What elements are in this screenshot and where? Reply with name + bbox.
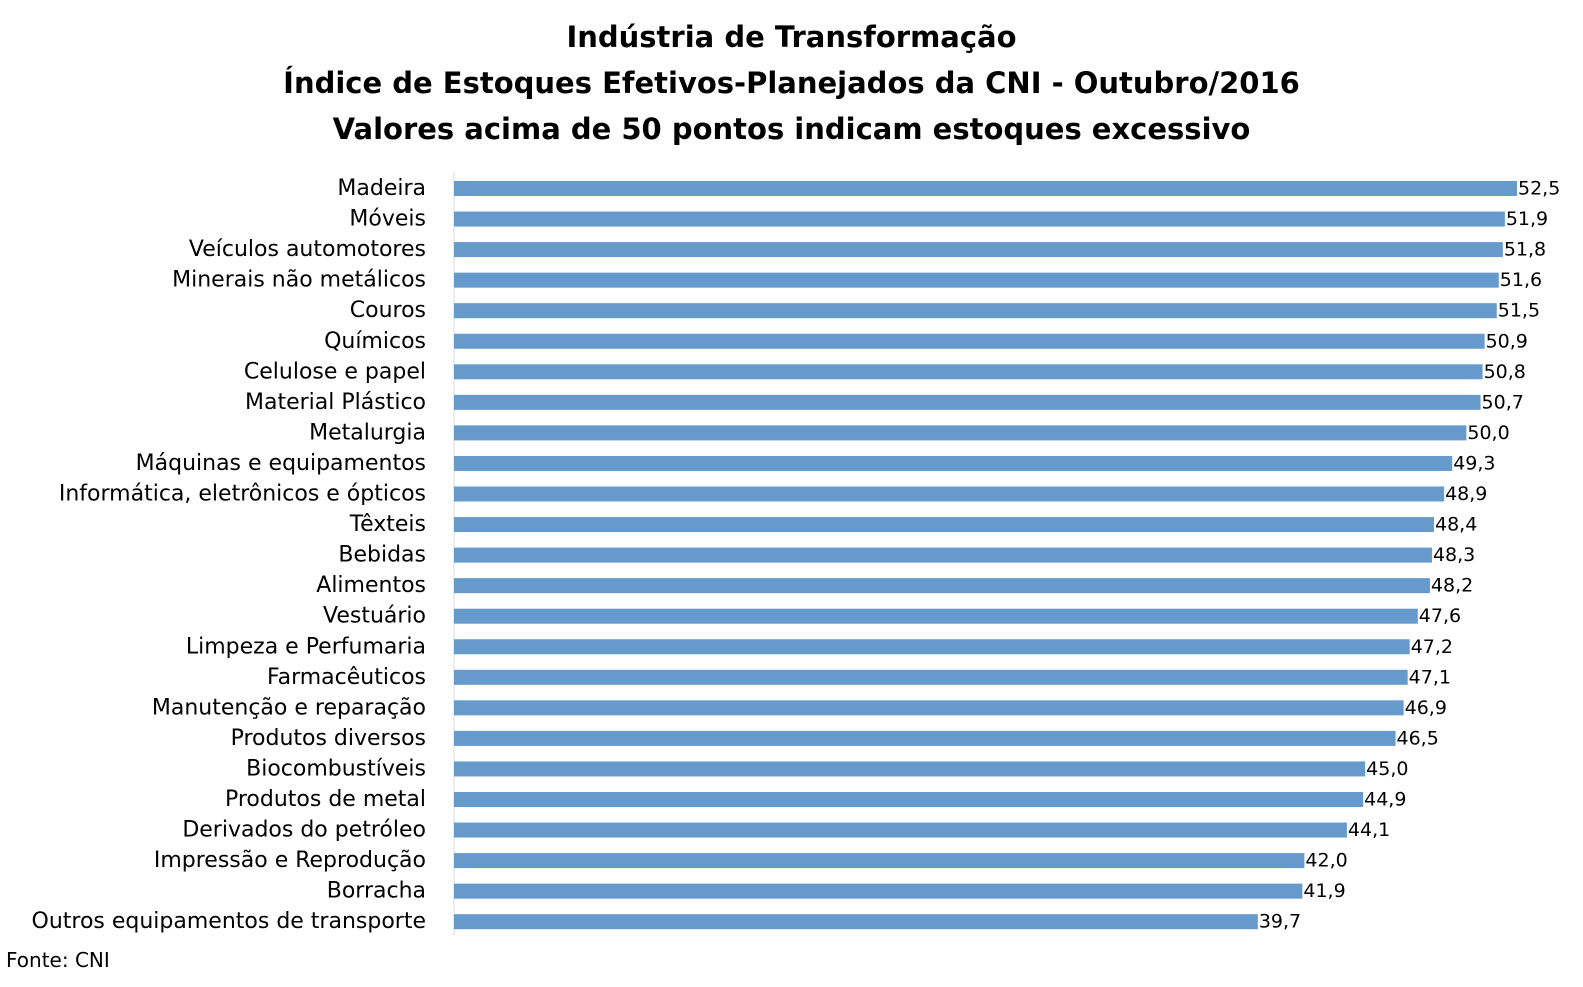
category-label: Veículos automotores: [189, 237, 426, 262]
bar: [454, 578, 1430, 594]
bar: [454, 242, 1503, 258]
category-label: Produtos diversos: [231, 726, 426, 751]
category-label: Máquinas e equipamentos: [136, 451, 426, 476]
bar: [454, 394, 1481, 410]
data-label: 48,3: [1433, 544, 1475, 566]
data-label: 48,2: [1431, 575, 1473, 597]
data-label: 48,4: [1435, 514, 1477, 536]
data-label: 52,5: [1518, 178, 1560, 200]
bar: [454, 517, 1434, 533]
category-label: Derivados do petróleo: [182, 818, 426, 843]
category-label: Minerais não metálicos: [172, 268, 426, 293]
bar: [454, 333, 1485, 349]
category-label: Celulose e papel: [244, 359, 426, 384]
category-label: Manutenção e reparação: [152, 695, 426, 720]
bar: [454, 669, 1408, 685]
category-label: Madeira: [337, 176, 426, 201]
bar: [454, 730, 1396, 746]
data-label: 44,1: [1348, 819, 1390, 841]
bar: [454, 364, 1483, 380]
data-label: 41,9: [1303, 880, 1345, 902]
source-note: Fonte: CNI: [6, 948, 110, 972]
data-label: 50,0: [1467, 422, 1509, 444]
bar: [454, 792, 1364, 807]
data-label: 46,5: [1397, 727, 1439, 749]
category-label: Outros equipamentos de transporte: [32, 909, 427, 934]
category-label: Limpeza e Perfumaria: [186, 634, 426, 659]
data-label: 45,0: [1366, 758, 1408, 780]
bar: [454, 272, 1499, 288]
data-label: 51,5: [1498, 300, 1540, 322]
data-label: 50,9: [1486, 330, 1528, 352]
bar: [454, 853, 1305, 869]
category-label: Móveis: [349, 207, 426, 232]
data-label: 50,7: [1482, 391, 1524, 413]
bar: [454, 181, 1517, 196]
data-label: 51,9: [1506, 208, 1548, 230]
bar: [454, 425, 1467, 441]
bars: Madeira 52,5 Móveis 51,9 Veículos automotore…: [32, 176, 1561, 934]
category-label: Couros: [350, 298, 426, 323]
data-label: 47,6: [1419, 605, 1461, 627]
category-label: Informática, eletrônicos e ópticos: [59, 482, 426, 507]
bar: [454, 608, 1418, 624]
chart-title-line-2: Índice de Estoques Efetivos-Planejados d…: [283, 66, 1300, 100]
bar: [454, 211, 1505, 227]
data-label: 47,1: [1409, 666, 1451, 688]
category-label: Vestuário: [323, 604, 426, 629]
bar: [454, 547, 1432, 563]
data-label: 51,8: [1504, 239, 1546, 261]
bar: [454, 486, 1445, 502]
bar: [454, 761, 1366, 777]
bar: [454, 914, 1258, 930]
category-label: Borracha: [327, 879, 426, 904]
bar: [454, 455, 1453, 471]
category-label: Impressão e Reprodução: [154, 848, 426, 873]
data-label: 39,7: [1259, 911, 1301, 933]
data-label: 48,9: [1445, 483, 1487, 505]
category-label: Farmacêuticos: [267, 665, 426, 690]
data-label: 47,2: [1411, 636, 1453, 658]
data-label: 51,6: [1500, 269, 1542, 291]
data-label: 49,3: [1453, 452, 1495, 474]
bar: [454, 639, 1410, 655]
category-label: Alimentos: [316, 573, 426, 598]
bar: [454, 822, 1347, 838]
data-label: 44,9: [1364, 789, 1406, 811]
category-label: Produtos de metal: [225, 787, 426, 812]
data-label: 42,0: [1305, 850, 1347, 872]
data-label: 50,8: [1484, 361, 1526, 383]
data-label: 46,9: [1405, 697, 1447, 719]
category-label: Químicos: [324, 329, 426, 354]
category-label: Material Plástico: [245, 390, 426, 415]
bar: [454, 700, 1404, 716]
category-label: Biocombustíveis: [246, 756, 426, 781]
category-label: Têxteis: [349, 512, 426, 537]
bar: [454, 883, 1303, 899]
bar: [454, 303, 1497, 319]
category-label: Metalurgia: [309, 420, 426, 445]
chart-title-line-3: Valores acima de 50 pontos indicam estoq…: [332, 112, 1251, 146]
chart-title-line-1: Indústria de Transformação: [566, 20, 1017, 54]
category-label: Bebidas: [338, 543, 426, 568]
